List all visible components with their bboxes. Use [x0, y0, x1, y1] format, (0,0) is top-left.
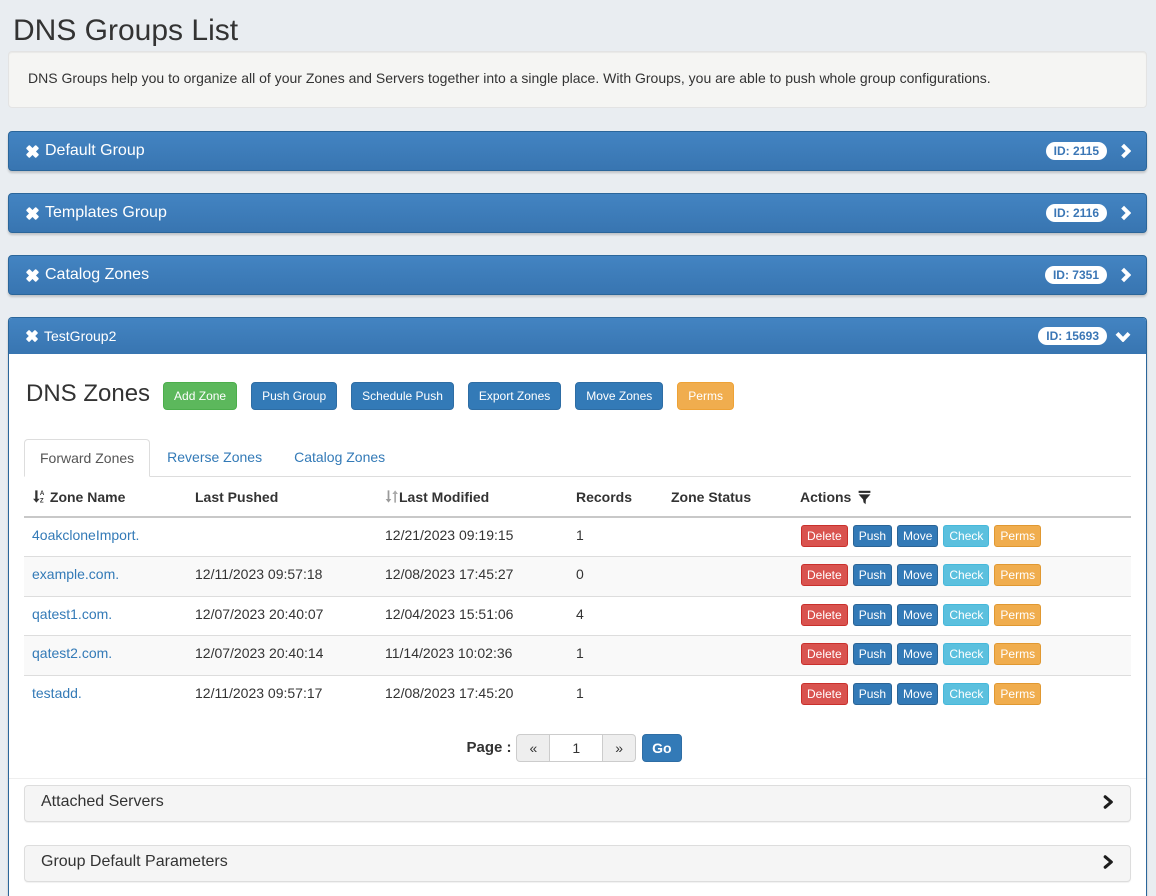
svg-text:A: A: [40, 490, 45, 497]
svg-text:Z: Z: [40, 498, 44, 504]
